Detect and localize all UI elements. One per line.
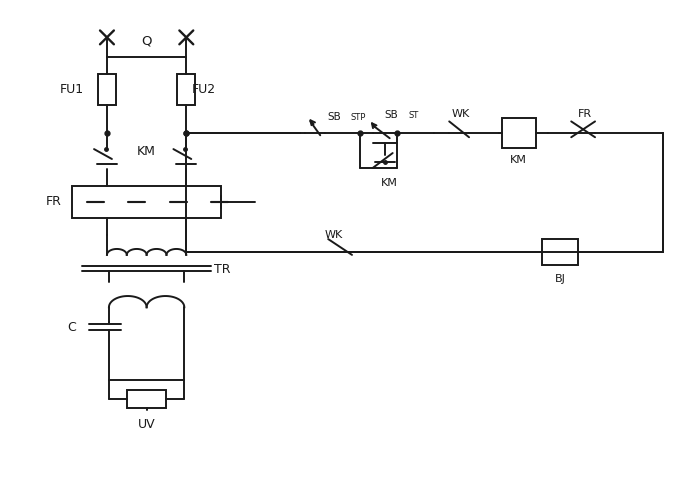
Text: FU1: FU1 <box>60 83 84 96</box>
Text: SB: SB <box>327 113 341 122</box>
Bar <box>177 74 195 104</box>
Text: Q: Q <box>141 34 152 47</box>
Text: KM: KM <box>137 145 156 158</box>
Text: STP: STP <box>351 113 366 122</box>
Bar <box>98 74 116 104</box>
Bar <box>542 239 578 265</box>
Text: UV: UV <box>138 418 155 431</box>
Text: WK: WK <box>452 108 470 119</box>
Text: FR: FR <box>578 108 592 119</box>
Bar <box>127 391 167 408</box>
Text: SB: SB <box>385 110 398 121</box>
Text: TR: TR <box>214 263 230 276</box>
Bar <box>502 119 536 148</box>
Text: FR: FR <box>46 196 62 208</box>
Bar <box>72 186 221 219</box>
Text: C: C <box>67 320 76 334</box>
Text: FU2: FU2 <box>191 83 216 96</box>
Text: ST: ST <box>409 111 419 120</box>
Text: KM: KM <box>381 178 398 188</box>
Text: BJ: BJ <box>555 274 566 284</box>
Text: WK: WK <box>324 230 342 240</box>
Text: KM: KM <box>510 155 527 165</box>
